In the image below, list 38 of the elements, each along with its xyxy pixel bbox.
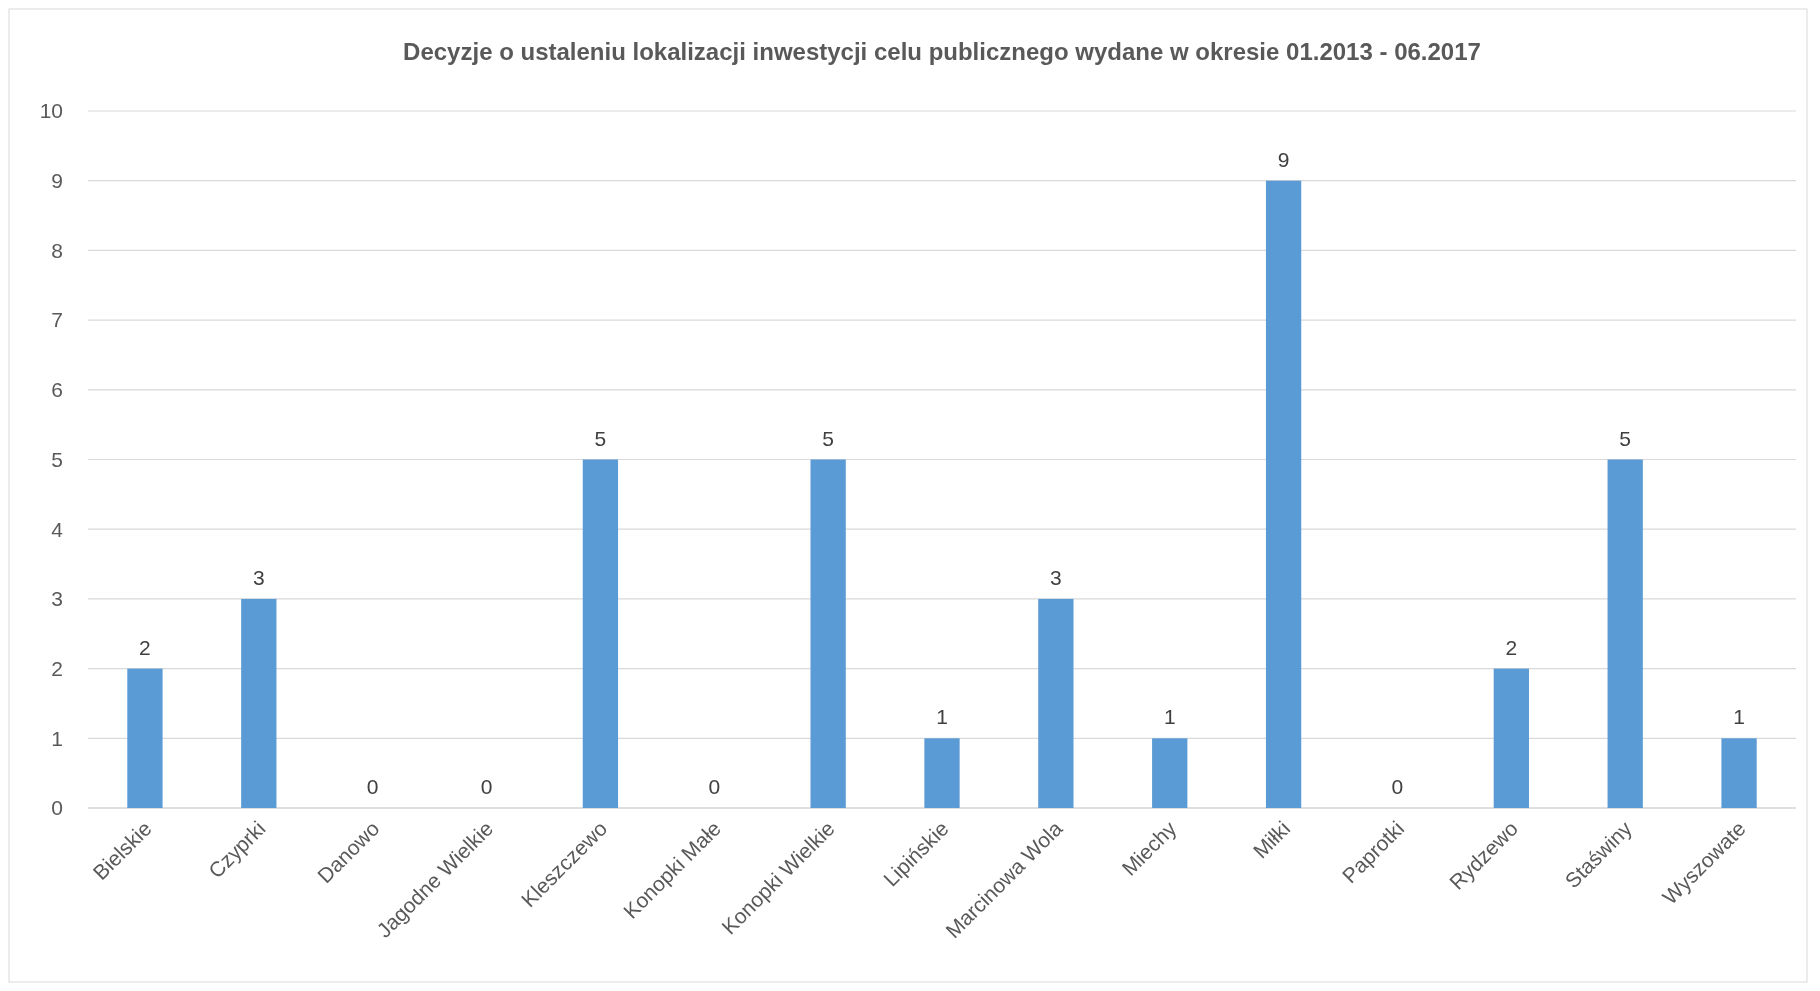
y-tick-label: 8: [51, 238, 63, 262]
y-tick-label: 7: [51, 308, 63, 332]
y-tick-label: 9: [51, 169, 63, 193]
bar: [924, 738, 960, 808]
y-tick-label: 4: [51, 517, 64, 541]
y-tick-label: 6: [51, 378, 63, 402]
bar: [582, 459, 619, 808]
data-label: 1: [1163, 705, 1176, 729]
y-tick-label: 3: [51, 587, 63, 611]
bar: [127, 668, 163, 808]
bar: [241, 598, 277, 808]
data-label: 2: [139, 635, 151, 659]
chart-title: Decyzje o ustaleniu lokalizacji inwestycji celu publicznego wydane w okresie 01.2013 - 06.2017: [403, 38, 1481, 65]
bar: [810, 459, 846, 808]
data-label: 5: [594, 426, 607, 450]
data-label: 1: [936, 705, 948, 729]
data-label: 0: [1391, 775, 1404, 798]
y-tick-label: 5: [51, 447, 63, 471]
bar: [1721, 738, 1757, 808]
bar: [1493, 668, 1529, 808]
data-label: 1: [1733, 705, 1745, 729]
data-label: 3: [252, 565, 265, 589]
bar: [1152, 738, 1188, 808]
data-label: 3: [1050, 565, 1062, 589]
y-tick-label: 10: [39, 99, 63, 123]
bar: [1038, 598, 1074, 808]
bar: [1265, 180, 1302, 808]
data-label: 0: [708, 775, 721, 798]
y-tick-label: 2: [51, 656, 63, 680]
bar: [1607, 459, 1643, 808]
y-tick-label: 1: [51, 726, 63, 750]
y-tick-label: 0: [51, 796, 63, 820]
data-label: 2: [1505, 635, 1518, 659]
data-label: 9: [1277, 147, 1290, 171]
data-label: 5: [1619, 426, 1632, 450]
data-label: 0: [480, 775, 493, 798]
data-label: 5: [822, 426, 834, 450]
data-label: 0: [366, 775, 379, 798]
